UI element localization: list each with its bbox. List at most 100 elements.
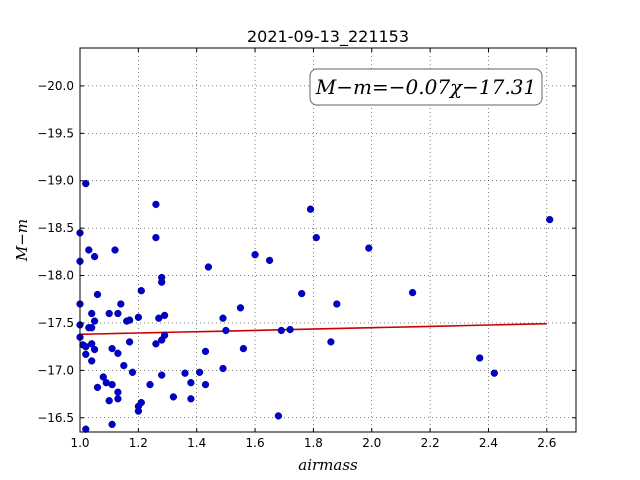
data-point [312,233,320,242]
data-point [365,244,373,252]
x-tick-label: 2.6 [537,436,556,450]
data-point [88,340,96,348]
data-point [239,344,248,353]
data-point [137,398,145,407]
data-point [146,380,154,389]
data-point [204,263,213,271]
equation-label: M−m=−0.07χ−17.31 [315,75,536,99]
data-point [108,380,116,389]
x-ticks: 1.0 1.2 1.4 1.6 1.8 2.0 2.2 2.4 2.6 [70,48,556,450]
data-point [105,309,113,318]
data-point [306,205,315,213]
y-tick-label: −18.0 [37,269,74,283]
y-tick-label: −17.0 [37,363,74,377]
data-point [201,380,210,389]
y-tick-label: −16.5 [37,411,74,425]
x-tick-label: 1.0 [70,436,89,450]
data-point [236,304,245,312]
data-point [108,344,116,353]
data-point [187,395,195,403]
data-point [99,373,107,381]
data-point [265,256,274,265]
y-tick-label: −20.0 [37,79,74,93]
data-point [152,200,160,209]
y-axis-label: M−m [13,219,31,262]
grid [79,48,576,432]
data-point [152,340,160,348]
plot-frame [79,47,577,433]
data-point [117,300,125,308]
data-point [88,324,96,332]
data-point [137,287,145,295]
data-point [181,369,189,377]
data-point [327,338,335,346]
data-point [195,368,204,376]
data-point [90,252,99,261]
data-point [90,345,99,354]
data-point [408,288,417,297]
x-tick-label: 1.4 [187,436,206,450]
x-tick-label: 2.0 [362,436,381,450]
chart-title: 2021-09-13_221153 [247,27,409,47]
data-point [158,371,166,379]
y-tick-label: −19.0 [37,174,74,188]
data-point [125,316,134,324]
y-ticks: −16.5 −17.0 −17.5 −18.0 −18.5 −19.0 −19.5 −20.0 [37,79,576,425]
data-point [82,179,90,188]
data-point [160,331,169,339]
data-point [298,289,306,298]
data-point [88,357,96,365]
data-point [93,383,102,392]
data-point [111,246,119,254]
data-point [82,425,90,433]
x-tick-label: 1.2 [129,436,148,450]
data-point [125,338,134,346]
data-point [158,273,166,282]
data-point [82,343,90,351]
fit-line-group [79,322,547,336]
equation-box: M−m=−0.07χ−17.31 [309,68,543,106]
data-point [128,368,137,376]
data-point [82,350,90,358]
data-point [201,347,210,356]
data-point [222,326,230,335]
data-point [155,314,163,322]
data-point [169,393,178,401]
x-tick-label: 2.4 [479,436,498,450]
data-point [160,311,169,320]
data-point [114,395,122,403]
data-point [114,309,122,318]
data-point [90,317,99,325]
data-point [108,420,116,429]
data-point [274,412,283,420]
data-point [88,309,96,318]
data-point [476,354,484,362]
x-tick-label: 1.8 [304,436,323,450]
x-axis-label: airmass [298,456,358,474]
data-point [120,361,128,370]
y-tick-label: −18.5 [37,221,74,235]
y-tick-label: −19.5 [37,126,74,140]
y-tick-label: −17.5 [37,316,74,330]
data-point [114,388,122,396]
data-point [219,314,227,322]
data-point [114,349,122,357]
data-point [490,369,498,377]
data-point [219,364,227,373]
data-point [105,397,113,405]
data-point [546,215,554,224]
x-tick-label: 1.6 [246,436,265,450]
fit-line [79,322,547,336]
x-tick-label: 2.2 [421,436,440,450]
equation-box-frame [309,68,543,106]
data-point [251,251,259,259]
data-point [277,326,285,335]
points-group [76,179,554,433]
data-point [187,379,195,387]
data-point [134,313,143,321]
data-point [333,300,341,308]
data-point [152,233,160,242]
data-point [286,325,294,334]
data-point [93,290,102,299]
